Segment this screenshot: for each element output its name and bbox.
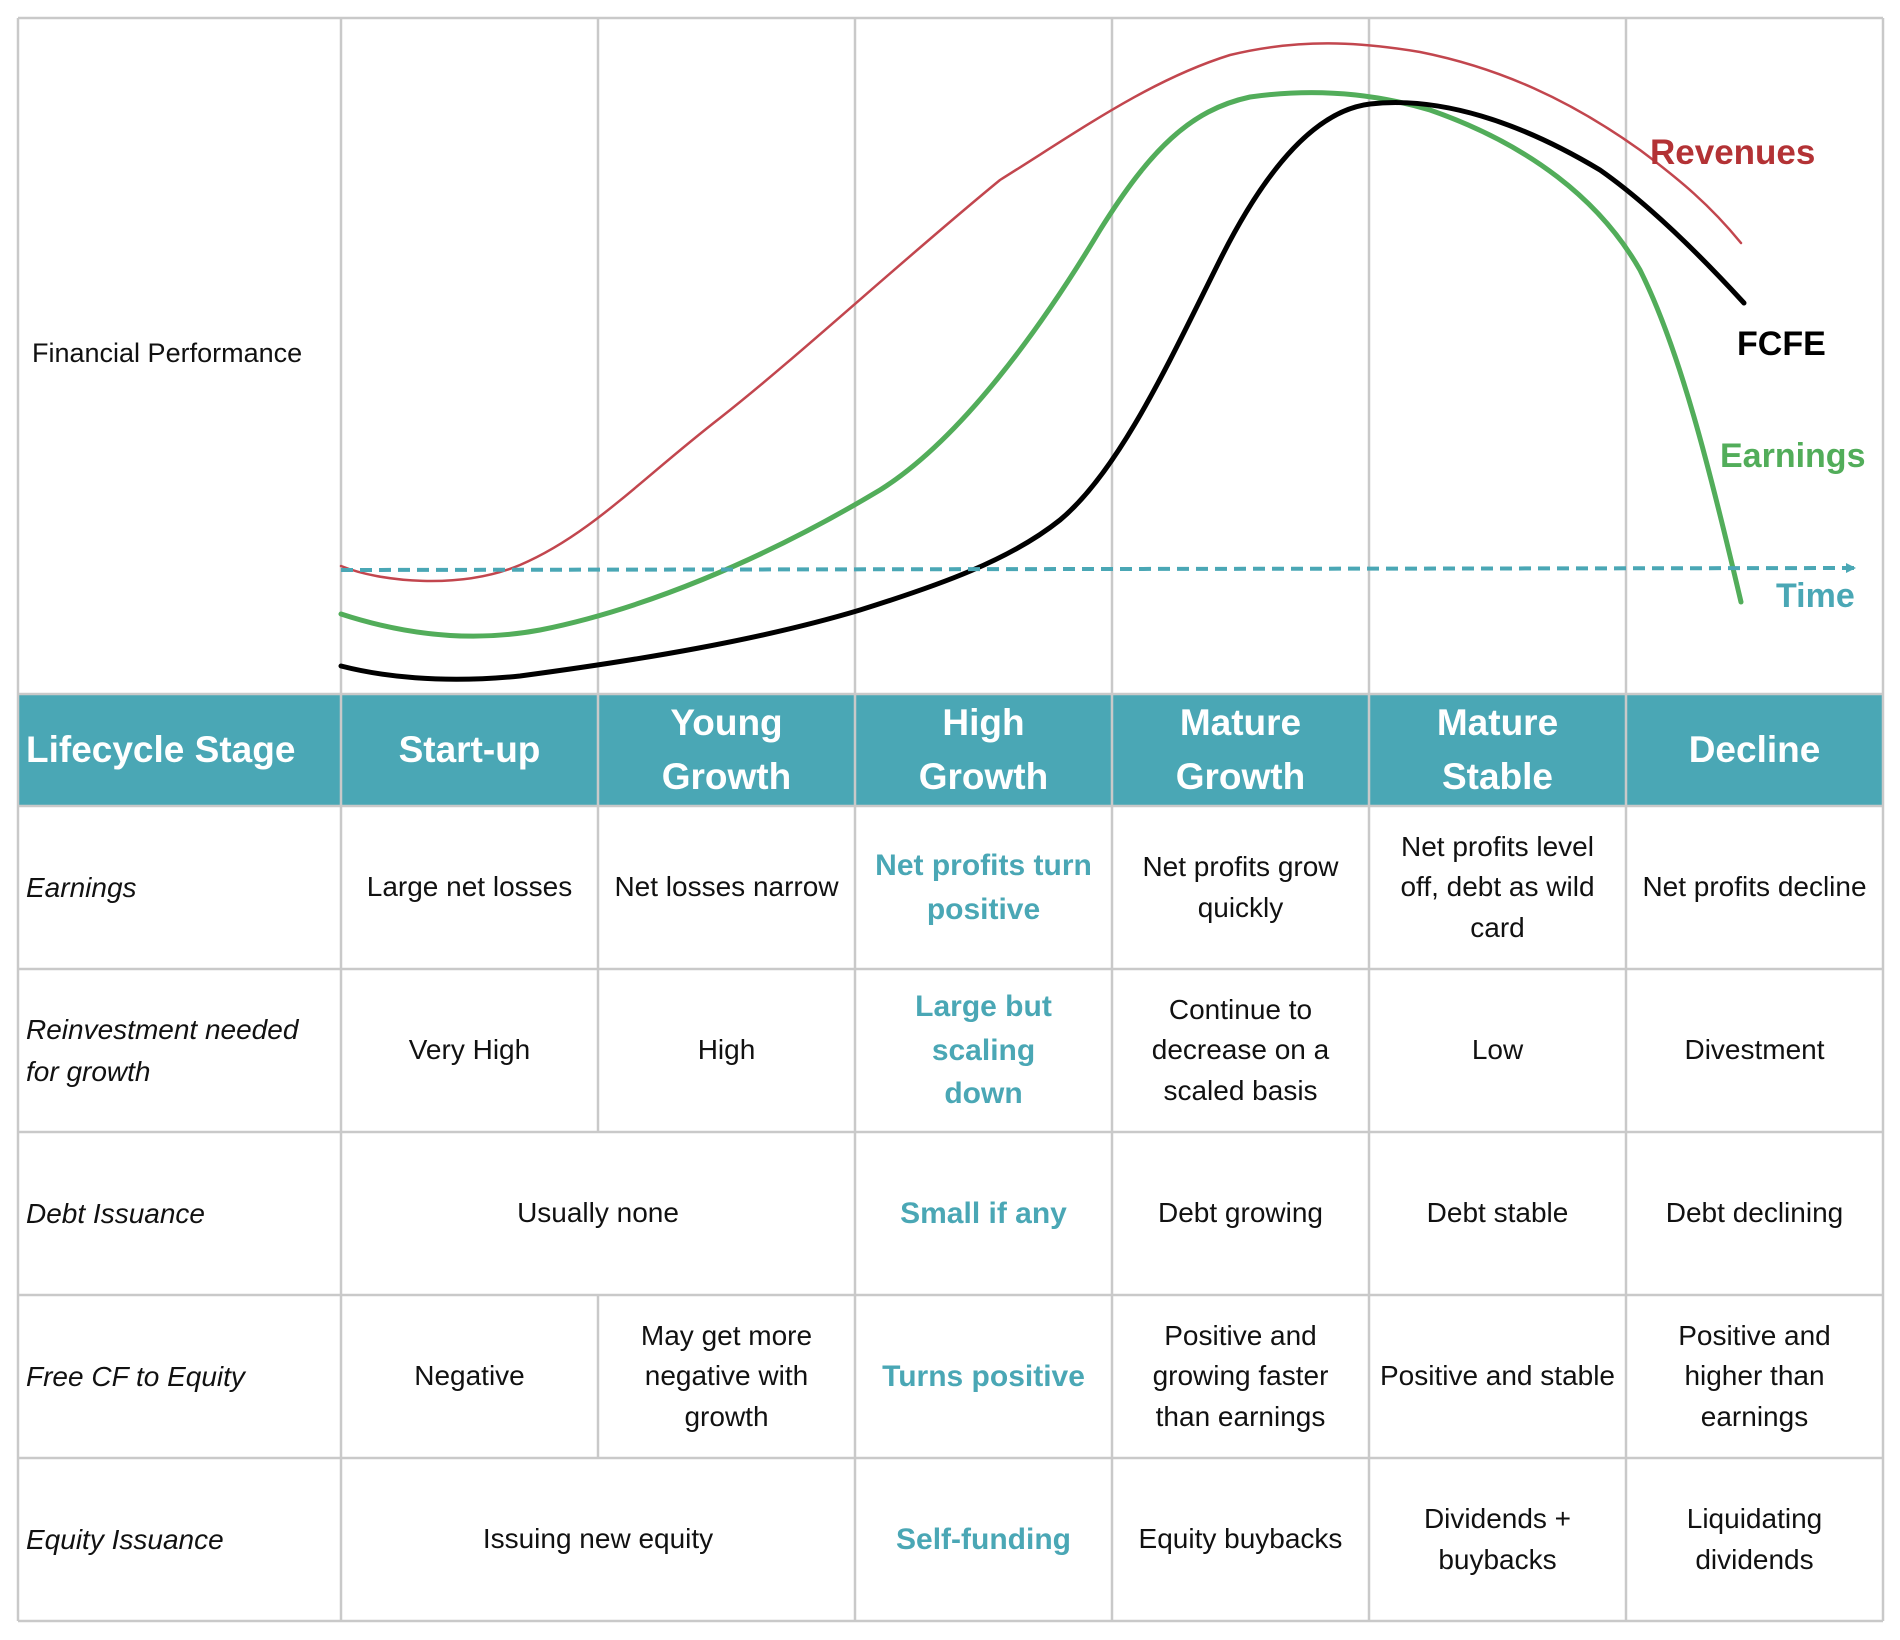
revenues-series-label: Revenues (1650, 133, 1816, 172)
merged-cell: Issuing new equity (482, 1523, 714, 1555)
header-stage: High Growth (918, 702, 1049, 797)
table-cell: Debt growing (1158, 1197, 1323, 1229)
table-cell: Positive and higher than earnings (1678, 1319, 1831, 1432)
time-axis-label: Time (1776, 577, 1855, 615)
table-cell: Debt stable (1426, 1197, 1569, 1229)
earnings-series-label: Earnings (1720, 437, 1866, 475)
table-cell: High (697, 1034, 756, 1066)
table-cell: Positive and growing faster than earning… (1152, 1319, 1329, 1432)
header-lifecycle-stage: Lifecycle Stage (26, 729, 296, 771)
table-cell: Liquidating dividends (1686, 1502, 1823, 1575)
merged-cell: Usually none (517, 1197, 679, 1229)
table-cell: Net profits grow quickly (1142, 850, 1339, 923)
fcfe-curve (338, 100, 1747, 682)
table-cell: Divestment (1684, 1034, 1825, 1066)
table-cell: May get more negative with growth (640, 1319, 813, 1432)
highlight-cell: Turns positive (882, 1359, 1085, 1393)
fcfe-series-label: FCFE (1737, 325, 1826, 363)
financial-performance-label: Financial Performance (32, 338, 303, 368)
table-cell: Net profits level off, debt as wild card (1400, 830, 1595, 943)
table-cell: Positive and stable (1379, 1360, 1616, 1392)
row-label: Equity Issuance (26, 1523, 224, 1555)
highlight-cell: Small if any (900, 1196, 1067, 1230)
row-label: Free CF to Equity (26, 1360, 245, 1392)
table-grid (16, 16, 1885, 1623)
table-cell: Dividends + buybacks (1423, 1502, 1572, 1575)
table-cell: Very High (408, 1034, 531, 1066)
revenues-curve (339, 42, 1743, 583)
table-cell: Equity buybacks (1138, 1523, 1343, 1555)
table-cell: Low (1471, 1034, 1524, 1066)
highlight-cell: Net profits turn positive (875, 849, 1092, 926)
table-cell: Net profits decline (1642, 871, 1867, 903)
highlight-cell: Self-funding (896, 1522, 1071, 1556)
row-label: Earnings (26, 871, 137, 903)
table-cell: Continue to decrease on a scaled basis (1151, 993, 1330, 1106)
header-stage: Start-up (398, 729, 541, 771)
earnings-curve (338, 90, 1744, 639)
row-label: Reinvestment needed for growth (26, 1013, 299, 1087)
header-stage: Young Growth (661, 702, 792, 797)
table-cell: Large net losses (366, 871, 573, 903)
table-cell: Net losses narrow (614, 871, 839, 903)
header-stage: Mature Growth (1175, 702, 1306, 797)
row-label: Debt Issuance (26, 1197, 205, 1229)
table-cell: Negative (414, 1360, 525, 1392)
highlight-cell: Large but scaling down (915, 990, 1052, 1111)
table-cell: Debt declining (1665, 1197, 1844, 1229)
header-band (18, 694, 1883, 806)
time-axis-arrow (340, 563, 1856, 574)
header-stage: Mature Stable (1436, 702, 1559, 797)
header-stage: Decline (1688, 729, 1821, 771)
